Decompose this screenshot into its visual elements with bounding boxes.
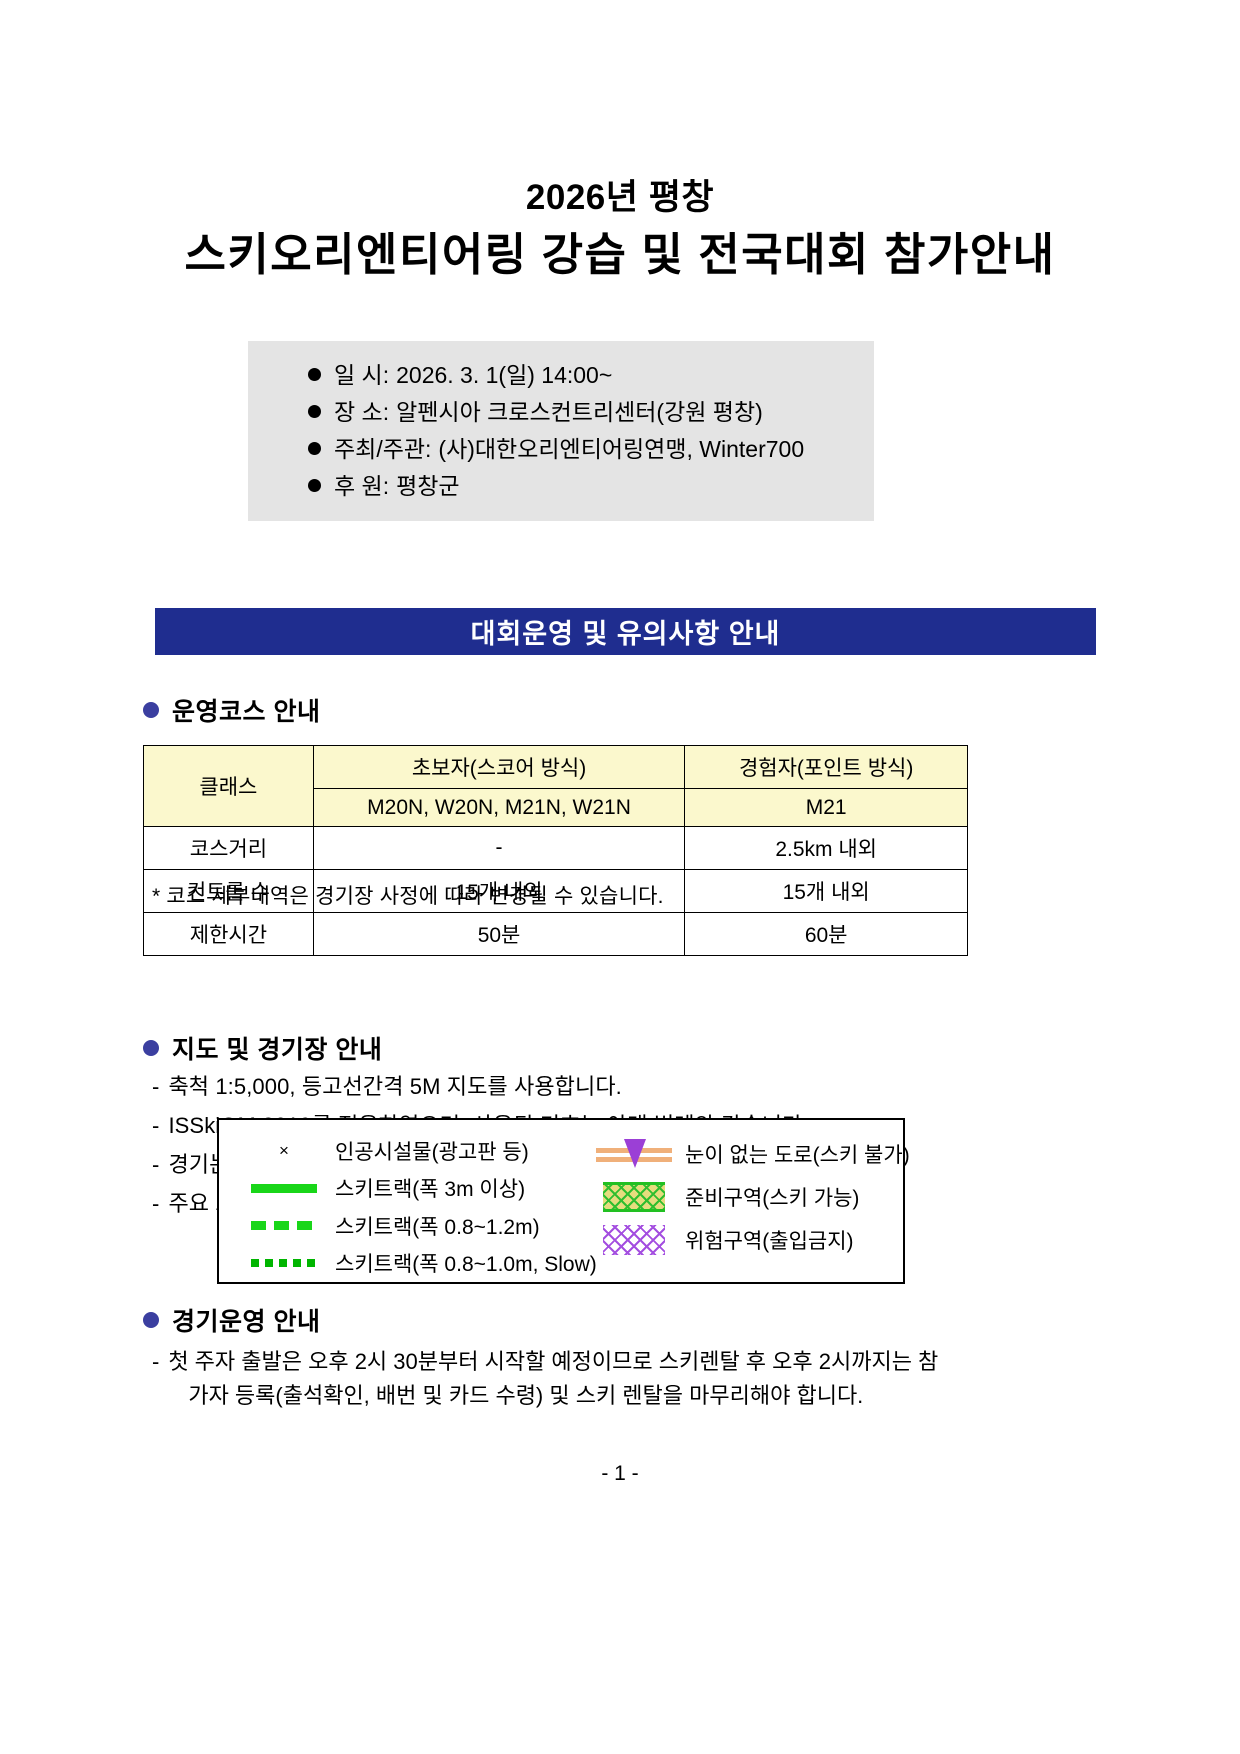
heading-map-info-label: 지도 및 경기장 안내 [172, 1036, 383, 1064]
info-row-venue: 장 소: 알펜시아 크로스컨트리센터(강원 평창) [248, 394, 874, 431]
table-cell-beginner: - [312, 826, 686, 870]
bullet-icon [308, 368, 321, 381]
bullet-dot-icon [143, 1312, 159, 1328]
dash-marker: - [152, 1191, 160, 1217]
event-info-box: 일 시: 2026. 3. 1(일) 14:00~ 장 소: 알펜시아 크로스컨… [248, 341, 874, 521]
table-cell-experienced: 15개 내외 [684, 869, 968, 913]
table-row-class-codes: M20N, W20N, M21N, W21N M21 [144, 788, 968, 827]
page-number: - 1 - [601, 1462, 639, 1485]
heading-course-info: 운영코스 안내 [143, 692, 320, 728]
solid-green-line-icon [245, 1183, 323, 1193]
map-symbol-legend: × 인공시설물(광고판 등) 스키트랙(폭 3m 이상) 스키트랙(폭 0.8~… [217, 1118, 910, 1284]
table-cell-experienced: 2.5km 내외 [684, 826, 968, 870]
info-value-venue: 알펜시아 크로스컨트리센터(강원 평창) [396, 399, 763, 425]
title-line-1: 2026년 평창 [525, 178, 715, 217]
legend-item-label: 스키트랙(폭 3m 이상) [335, 1178, 526, 1202]
legend-item: 스키트랙(폭 0.8~1.2m) [245, 1207, 595, 1245]
legend-item: × 인공시설물(광고판 등) [245, 1132, 595, 1170]
bullet-icon [308, 479, 321, 492]
table-cell-beginner: 15개 내외 [312, 869, 686, 913]
info-row-date: 일 시: 2026. 3. 1(일) 14:00~ [248, 357, 874, 394]
table-cell-row-label: 코스거리 [143, 826, 314, 870]
list-item: - 축척 1:5,000, 등고선간격 5M 지도를 사용합니다. [152, 1073, 835, 1101]
table-cell-experienced-classes: M21 [684, 788, 968, 827]
course-table-footnote: * 코스 세부내역은 경기장 사정에 따라 변경될 수 있습니다. [152, 885, 664, 908]
table-cell-row-label: 제한시간 [143, 912, 314, 956]
info-label-organizer: 주최/주관: [334, 436, 432, 462]
road-no-snow-icon [595, 1137, 673, 1171]
table-cell-beginner-classes: M20N, W20N, M21N, W21N [312, 788, 686, 827]
legend-column-right: 눈이 없는 도로(스키 불가) 준비구역(스키 가능) 위험구역(출입금지) [595, 1132, 910, 1282]
info-value-date: 2026. 3. 1(일) 14:00~ [396, 362, 613, 388]
bullet-dot-icon [143, 1040, 159, 1056]
green-hatch-area-icon [595, 1181, 673, 1212]
dash-marker: - [152, 1152, 160, 1178]
legend-item: 스키트랙(폭 3m 이상) [245, 1170, 595, 1208]
table-header-class: 클래스 [143, 745, 314, 827]
legend-item-label: 준비구역(스키 가능) [685, 1186, 860, 1210]
legend-item: 스키트랙(폭 0.8~1.0m, Slow) [245, 1245, 597, 1283]
course-table: 클래스 초보자(스코어 방식) 경험자(포인트 방식) M20N, W20N, … [143, 745, 968, 956]
legend-item-label: 위험구역(출입금지) [685, 1229, 854, 1253]
dash-marker: - [152, 1113, 160, 1139]
info-label-date: 일 시: [334, 362, 390, 388]
bullet-icon [308, 442, 321, 455]
bullet-icon [308, 405, 321, 418]
list-item-label: 축척 1:5,000, 등고선간격 5M 지도를 사용합니다. [168, 1074, 622, 1099]
dash-marker: - [152, 1074, 160, 1099]
section-header-bar: 대회운영 및 유의사항 안내 [155, 608, 1096, 655]
legend-item: 위험구역(출입금지) [595, 1218, 895, 1261]
operation-paragraph-line-1: 첫 주자 출발은 오후 2시 30분부터 시작할 예정이므로 스키렌탈 후 오후… [168, 1349, 939, 1374]
bullet-dot-icon [143, 702, 159, 718]
table-cell-beginner: 50분 [312, 912, 686, 956]
table-row-group-header: 클래스 초보자(스코어 방식) 경험자(포인트 방식) [143, 745, 968, 827]
table-row: 코스거리 - 2.5km 내외 [143, 826, 968, 870]
table-row: 컨트롤 수 15개 내외 15개 내외 [143, 869, 968, 913]
info-label-sponsor: 후 원: [334, 473, 390, 499]
x-mark-icon: × [245, 1142, 323, 1159]
info-value-sponsor: 평창군 [396, 473, 460, 499]
legend-column-left: × 인공시설물(광고판 등) 스키트랙(폭 3m 이상) 스키트랙(폭 0.8~… [219, 1132, 597, 1283]
table-cell-experienced: 60분 [684, 912, 968, 956]
operation-paragraph: - 첫 주자 출발은 오후 2시 30분부터 시작할 예정이므로 스키렌탈 후 … [152, 1345, 1020, 1413]
x-mark-glyph: × [279, 1141, 289, 1161]
info-row-organizer: 주최/주관: (사)대한오리엔티어링연맹, Winter700 [248, 431, 874, 468]
purple-hatch-area-icon [595, 1224, 673, 1255]
legend-item-label: 인공시설물(광고판 등) [335, 1140, 529, 1164]
page-title: 2026년 평창 스키오리엔티어링 강습 및 전국대회 참가안내 [0, 0, 1240, 284]
legend-item-label: 스키트랙(폭 0.8~1.0m, Slow) [335, 1253, 597, 1277]
legend-item-label: 스키트랙(폭 0.8~1.2m) [335, 1215, 540, 1239]
info-row-sponsor: 후 원: 평창군 [248, 468, 874, 505]
info-label-venue: 장 소: [334, 399, 390, 425]
table-row: 제한시간 50분 60분 [143, 912, 968, 956]
heading-operation-info-label: 경기운영 안내 [172, 1308, 321, 1336]
list-item: - 첫 주자 출발은 오후 2시 30분부터 시작할 예정이므로 스키렌탈 후 … [152, 1345, 1020, 1413]
dash-marker: - [152, 1349, 160, 1374]
legend-item-label: 눈이 없는 도로(스키 불가) [685, 1143, 910, 1167]
table-header-experienced: 경험자(포인트 방식) [684, 745, 968, 789]
heading-operation-info: 경기운영 안내 [143, 1302, 320, 1338]
title-line-2: 스키오리엔티어링 강습 및 전국대회 참가안내 [184, 228, 1056, 280]
legend-item: 준비구역(스키 가능) [595, 1175, 895, 1218]
table-cell-row-label: 컨트롤 수 [143, 869, 314, 913]
heading-map-info: 지도 및 경기장 안내 [143, 1030, 382, 1066]
legend-item: 눈이 없는 도로(스키 불가) [595, 1132, 910, 1175]
operation-paragraph-line-2: 가자 등록(출석확인, 배번 및 카드 수령) 및 스키 렌탈을 마무리해야 합… [188, 1383, 864, 1409]
info-value-organizer: (사)대한오리엔티어링연맹, Winter700 [438, 436, 805, 462]
dashed-green-line-icon [245, 1221, 323, 1231]
table-header-beginner: 초보자(스코어 방식) [312, 745, 686, 789]
heading-course-info-label: 운영코스 안내 [172, 698, 321, 726]
dotted-green-line-icon [245, 1259, 323, 1268]
